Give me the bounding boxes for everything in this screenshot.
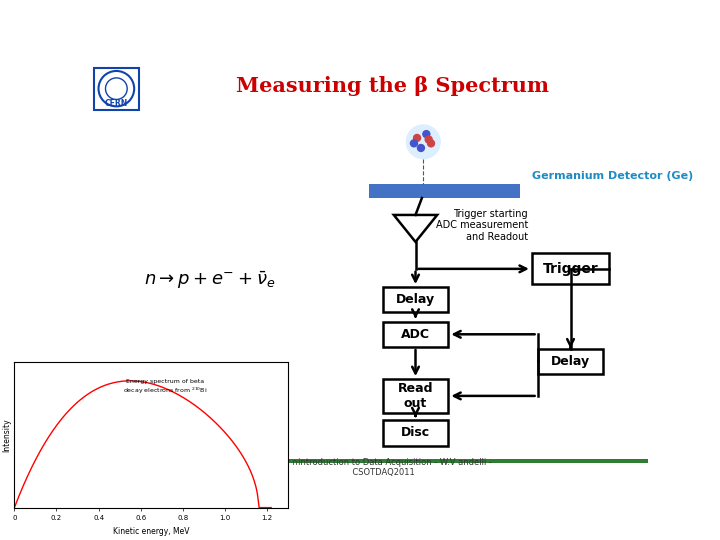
Bar xyxy=(382,287,449,312)
X-axis label: Kinetic energy, MeV: Kinetic energy, MeV xyxy=(113,527,189,536)
Text: Delay: Delay xyxy=(396,293,435,306)
Bar xyxy=(90,459,648,463)
Circle shape xyxy=(406,125,441,159)
Text: CERN: CERN xyxy=(104,99,128,108)
Circle shape xyxy=(418,145,424,151)
Text: Disc: Disc xyxy=(401,427,430,440)
Bar xyxy=(369,184,520,198)
Bar xyxy=(532,253,609,284)
Text: Energy spectrum of beta
decay electrons from $^{210}$Bi: Energy spectrum of beta decay electrons … xyxy=(122,379,207,396)
Bar xyxy=(382,322,449,347)
Text: $n \rightarrow p + e^{-} + \bar{\nu}_e$: $n \rightarrow p + e^{-} + \bar{\nu}_e$ xyxy=(144,269,276,291)
Y-axis label: Intensity: Intensity xyxy=(3,418,12,451)
Circle shape xyxy=(426,136,432,143)
Text: Trigger: Trigger xyxy=(543,262,598,276)
Text: ADC: ADC xyxy=(401,328,430,341)
Bar xyxy=(382,420,449,445)
Circle shape xyxy=(423,131,430,138)
Text: Read
out: Read out xyxy=(397,382,433,410)
Circle shape xyxy=(413,134,420,141)
Polygon shape xyxy=(394,215,437,242)
Text: ∩introduction to Data Acquisition - W.V andelli -
                       CSOTDAQ: ∩introduction to Data Acquisition - W.V … xyxy=(292,458,492,477)
Circle shape xyxy=(410,140,418,147)
Bar xyxy=(538,348,603,374)
Text: Delay: Delay xyxy=(551,355,590,368)
Text: Measuring the β Spectrum: Measuring the β Spectrum xyxy=(235,76,549,96)
Text: Germanium Detector (Ge): Germanium Detector (Ge) xyxy=(532,172,693,181)
Bar xyxy=(382,379,449,413)
Bar xyxy=(94,68,139,110)
Text: February 10    A_011: February 10 A_011 xyxy=(96,464,183,473)
Circle shape xyxy=(428,140,434,147)
Text: Trigger starting
ADC measurement
and Readout: Trigger starting ADC measurement and Rea… xyxy=(436,208,528,242)
